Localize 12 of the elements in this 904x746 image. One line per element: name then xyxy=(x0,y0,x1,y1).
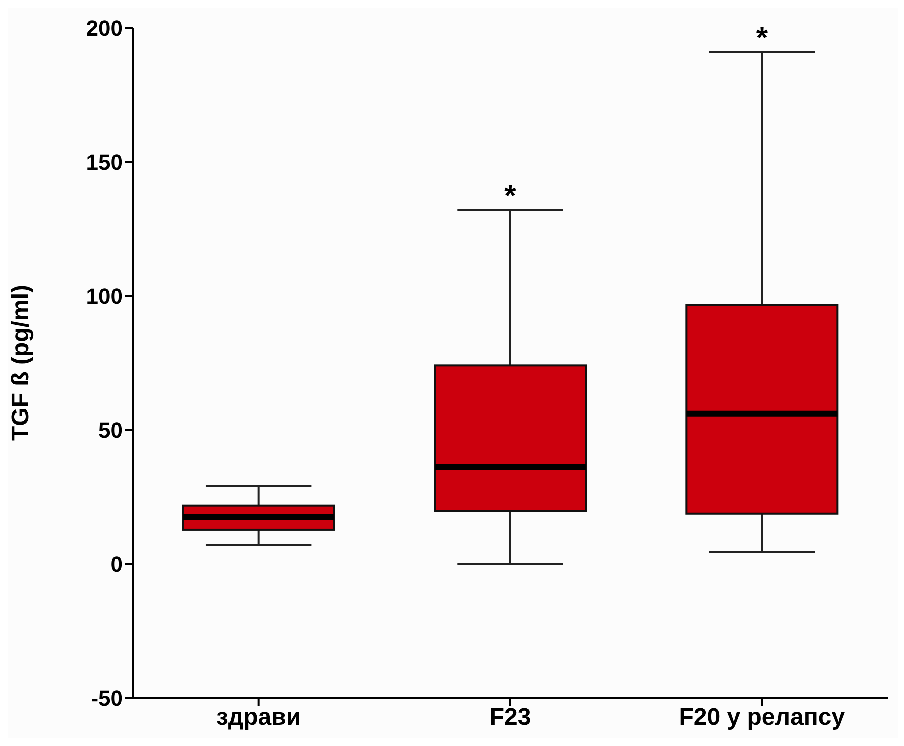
annotation: * xyxy=(504,180,517,214)
y-tick-label: 200 xyxy=(86,16,123,41)
y-tick-label: 50 xyxy=(98,418,123,443)
y-tick-label: 100 xyxy=(86,284,123,309)
y-tick-label: 150 xyxy=(86,150,123,175)
annotation: * xyxy=(756,22,768,56)
x-tick-label: F20 у релапсу xyxy=(679,704,846,732)
x-tick-label: здрави xyxy=(216,704,302,732)
x-tick-label: F23 xyxy=(490,704,532,732)
y-tick-label: 0 xyxy=(110,552,123,577)
y-tick-label: -50 xyxy=(91,686,123,711)
y-axis-title: TGF ß (pg/ml) xyxy=(8,285,35,441)
